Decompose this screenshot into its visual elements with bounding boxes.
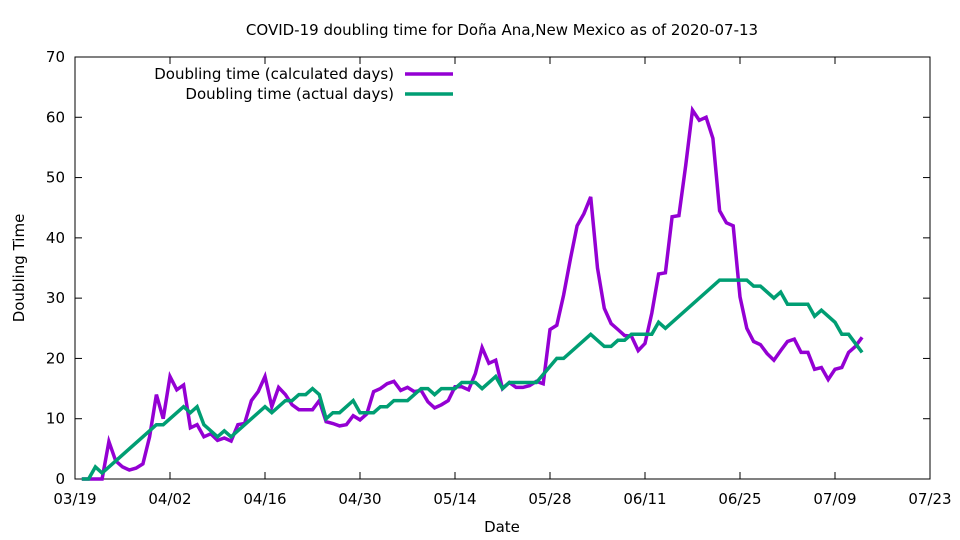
- x-tick-label: 06/25: [718, 490, 761, 508]
- y-tick-label: 10: [46, 410, 65, 428]
- y-tick-label: 30: [46, 289, 65, 307]
- chart-title: COVID-19 doubling time for Doña Ana,New …: [246, 21, 758, 39]
- y-axis-title: Doubling Time: [10, 214, 28, 323]
- y-tick-label: 50: [46, 169, 65, 187]
- x-tick-label: 05/14: [433, 490, 476, 508]
- x-tick-label: 07/09: [813, 490, 856, 508]
- y-tick-label: 0: [55, 470, 65, 488]
- y-tick-label: 20: [46, 349, 65, 367]
- series-line-calculated: [81, 105, 864, 481]
- y-tick-label: 40: [46, 229, 65, 247]
- legend: Doubling time (calculated days) Doubling …: [154, 65, 453, 103]
- x-tick-label: 05/28: [528, 490, 571, 508]
- x-axis-title: Date: [484, 518, 520, 536]
- x-tick-label: 04/02: [148, 490, 191, 508]
- x-axis: 03/19 04/02 04/16 04/30 05/14 05/28 06/11 06/25…: [53, 57, 952, 508]
- plot-frame: [74, 56, 931, 480]
- x-tick-label: 04/30: [338, 490, 381, 508]
- series-line-actual: [81, 278, 864, 481]
- x-tick-label: 06/11: [623, 490, 666, 508]
- x-tick-label: 07/23: [908, 490, 951, 508]
- x-tick-label: 03/19: [53, 490, 96, 508]
- y-tick-label: 60: [46, 108, 65, 126]
- y-tick-label: 70: [46, 48, 65, 66]
- legend-label: Doubling time (actual days): [185, 85, 394, 103]
- series-layer: [81, 105, 864, 481]
- x-tick-label: 04/16: [243, 490, 286, 508]
- legend-label: Doubling time (calculated days): [154, 65, 394, 83]
- y-axis: 0 10 20 30 40 50 60 70: [46, 48, 930, 488]
